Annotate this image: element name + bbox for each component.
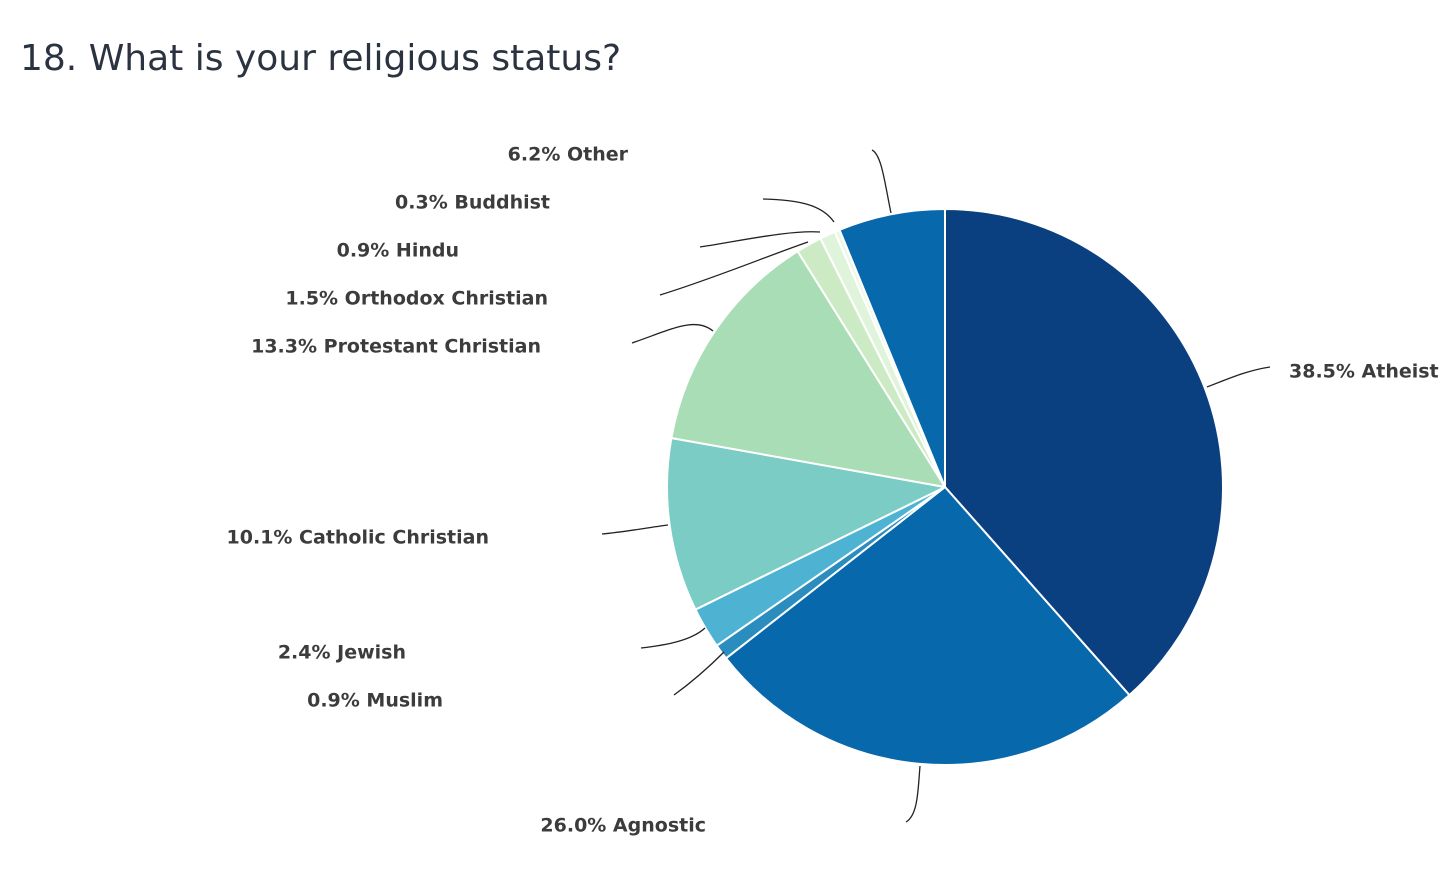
pie-slice xyxy=(838,208,946,488)
label-connector xyxy=(659,241,809,296)
slice-label: 0.9% Hindu xyxy=(337,240,459,262)
pie-slice xyxy=(944,208,1224,697)
pie-slice xyxy=(670,250,946,488)
slice-label: 6.2% Other xyxy=(508,144,629,166)
label-connector xyxy=(631,323,714,344)
slice-label: 0.3% Buddhist xyxy=(395,192,550,214)
label-connector xyxy=(699,231,821,248)
slice-label: 26.0% Agnostic xyxy=(540,815,706,837)
slice-label: 10.1% Catholic Christian xyxy=(227,527,489,549)
slice-label: 0.9% Muslim xyxy=(307,690,443,712)
slice-label: 38.5% Atheist xyxy=(1289,361,1439,383)
label-connector xyxy=(601,524,669,535)
label-connector xyxy=(1206,366,1271,388)
pie-slice xyxy=(725,486,1131,766)
slice-label: 13.3% Protestant Christian xyxy=(251,336,541,358)
chart-title: 18. What is your religious status? xyxy=(20,38,622,79)
pie-slice xyxy=(666,436,946,611)
label-connector xyxy=(905,765,921,823)
slice-label: 2.4% Jewish xyxy=(278,642,406,664)
label-connector xyxy=(762,198,835,223)
label-connector xyxy=(673,651,725,696)
label-connector xyxy=(640,627,706,649)
label-connector xyxy=(871,149,892,214)
slice-label: 1.5% Orthodox Christian xyxy=(285,288,548,310)
